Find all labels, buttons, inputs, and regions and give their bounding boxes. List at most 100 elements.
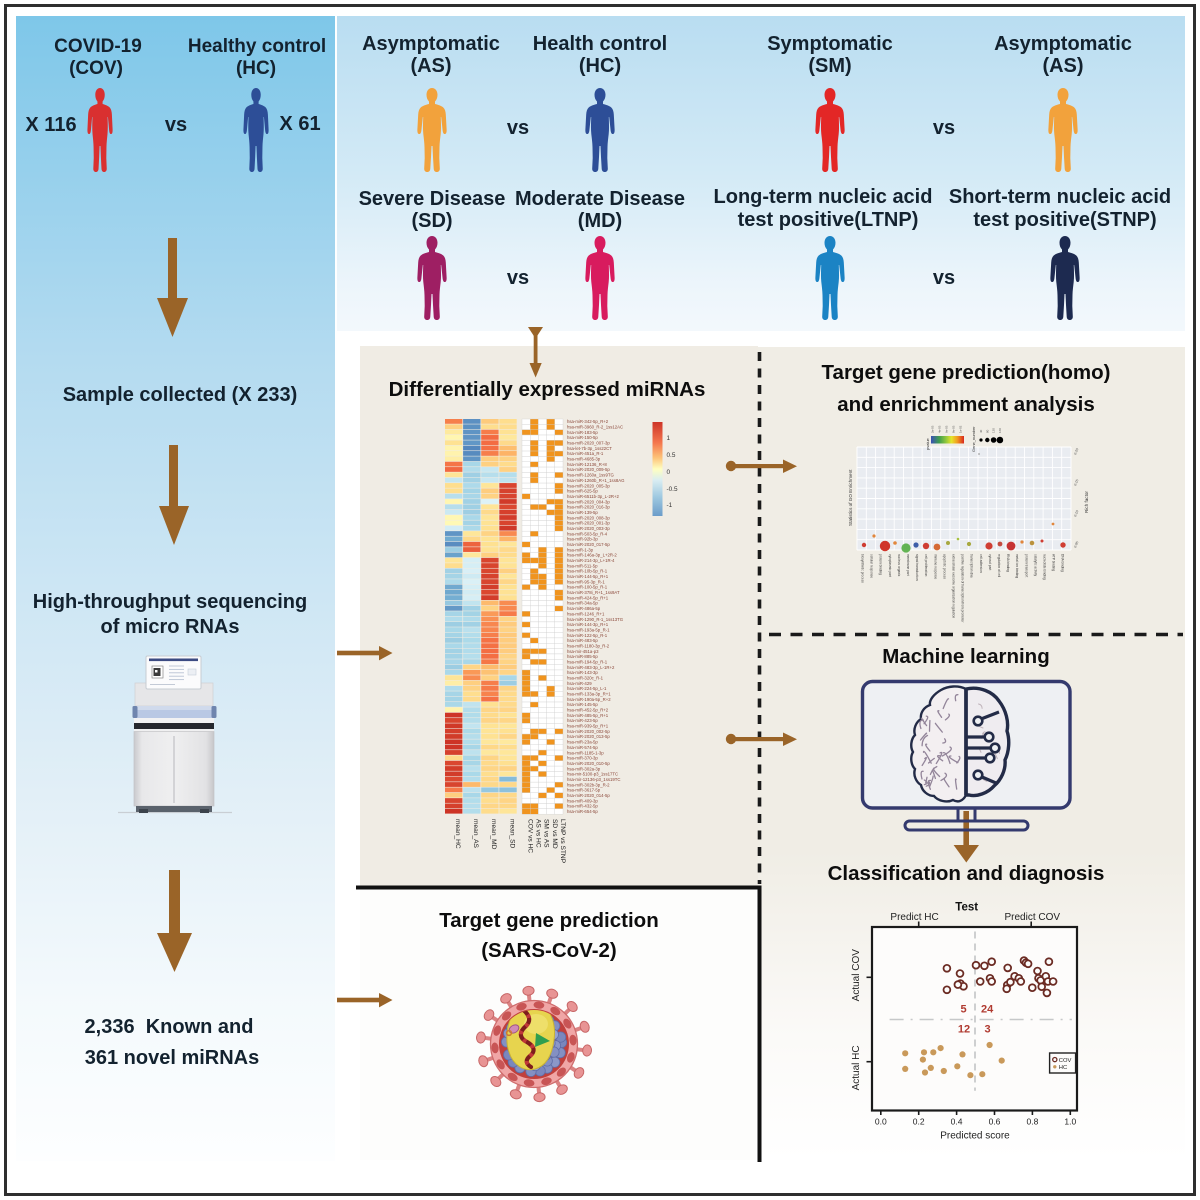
svg-text:Predicted score: Predicted score: [940, 1131, 1010, 1142]
svg-text:hsa-miR-4685-3p: hsa-miR-4685-3p: [567, 457, 601, 462]
svg-text:8e-03: 8e-03: [952, 425, 956, 433]
svg-text:hsa-miR-143-3p: hsa-miR-143-3p: [567, 670, 598, 675]
svg-text:hsa-miR-2020_007-3p: hsa-miR-2020_007-3p: [567, 441, 610, 446]
svg-text:nucleotide binding: nucleotide binding: [1043, 554, 1047, 580]
svg-text:SM vs AS: SM vs AS: [543, 819, 550, 848]
svg-text:hsa-miR-432-5p: hsa-miR-432-5p: [567, 804, 598, 809]
svg-text:COV vs HC: COV vs HC: [526, 819, 533, 853]
svg-text:hsa-miR-10b-5p_R-1: hsa-miR-10b-5p_R-1: [567, 569, 608, 574]
svg-text:cytoplasmic part: cytoplasmic part: [888, 554, 892, 577]
svg-text:(SARS-CoV-2): (SARS-CoV-2): [481, 939, 617, 962]
svg-text:test positive(STNP): test positive(STNP): [973, 209, 1156, 231]
svg-text:hsa-miR-378i_R+1_1ss9AT: hsa-miR-378i_R+1_1ss9AT: [567, 590, 620, 595]
svg-text:hsa-miR-2020_017-5p: hsa-miR-2020_017-5p: [567, 542, 610, 547]
svg-text:-0.5: -0.5: [667, 486, 678, 493]
svg-text:hsa-miR-424-5p_R+1: hsa-miR-424-5p_R+1: [567, 595, 609, 600]
svg-text:hsa-miR-100-5p_R-1: hsa-miR-100-5p_R-1: [567, 585, 608, 590]
svg-text:0.5: 0.5: [667, 452, 676, 459]
svg-text:AS vs HC: AS vs HC: [535, 819, 542, 848]
svg-text:hsa-miR-1-3p: hsa-miR-1-3p: [567, 547, 594, 552]
svg-text:Actual COV: Actual COV: [851, 949, 862, 1002]
svg-text:hsa-miR-183-5p: hsa-miR-183-5p: [567, 430, 598, 435]
svg-text:positive regulation of transcr: positive regulation of transcription fro…: [961, 554, 965, 623]
svg-text:hsa-miR-194-5p_R-1: hsa-miR-194-5p_R-1: [567, 659, 608, 664]
svg-text:2,336 Known and: 2,336 Known and: [85, 1016, 254, 1038]
svg-text:6e-03: 6e-03: [945, 425, 949, 433]
svg-text:hsa-miR-12136_R+8: hsa-miR-12136_R+8: [567, 462, 607, 467]
svg-text:hsa-miR-370-3p: hsa-miR-370-3p: [567, 756, 598, 761]
svg-text:vs: vs: [165, 114, 187, 136]
svg-text:hsa-miR-939-5p_R+1: hsa-miR-939-5p_R+1: [567, 724, 609, 729]
svg-text:membrane part: membrane part: [906, 554, 910, 576]
svg-text:hsa-mir-12136-p3_1ss19TC: hsa-mir-12136-p3_1ss19TC: [567, 777, 621, 782]
svg-text:hsa-miR-409-3p: hsa-miR-409-3p: [567, 798, 598, 803]
svg-text:vs: vs: [933, 267, 955, 289]
svg-text:hsa-miR-122-5p_R-1: hsa-miR-122-5p_R-1: [567, 633, 608, 638]
svg-text:Machine learning: Machine learning: [882, 645, 1049, 668]
svg-text:High-throughput sequencing: High-throughput sequencing: [33, 591, 307, 613]
svg-text:DNA binding: DNA binding: [1061, 554, 1065, 572]
svg-text:0.0: 0.0: [875, 1117, 887, 1127]
svg-text:Statistics of GO Enrichment: Statistics of GO Enrichment: [848, 469, 853, 526]
svg-text:cell proliferation: cell proliferation: [924, 554, 928, 577]
svg-text:hsa-miR-2020_008-3p: hsa-miR-2020_008-3p: [567, 515, 610, 520]
svg-text:0.6: 0.6: [989, 1117, 1001, 1127]
svg-text:COV: COV: [1059, 1058, 1072, 1064]
svg-text:regulation of cell: regulation of cell: [997, 554, 1001, 578]
svg-text:3: 3: [984, 1023, 990, 1035]
svg-text:vs: vs: [933, 117, 955, 139]
svg-text:catalytic activity: catalytic activity: [1033, 554, 1037, 577]
svg-text:hsa-miR-483-5p: hsa-miR-483-5p: [567, 638, 598, 643]
svg-text:Health control: Health control: [533, 33, 667, 55]
svg-text:(AS): (AS): [1042, 55, 1083, 77]
svg-text:hsa-miR-2020_013-5p: hsa-miR-2020_013-5p: [567, 734, 610, 739]
svg-text:(HC): (HC): [579, 55, 621, 77]
svg-text:0.15: 0.15: [1073, 479, 1079, 487]
svg-text:hsa-miR-2020_004-3p: hsa-miR-2020_004-3p: [567, 499, 610, 504]
svg-text:metal ion binding: metal ion binding: [1015, 554, 1019, 578]
svg-text:hsa-miR-34a-5p: hsa-miR-34a-5p: [567, 601, 598, 606]
svg-text:hsa-miR-144-5p_R+1: hsa-miR-144-5p_R+1: [567, 574, 609, 579]
svg-text:2e-03: 2e-03: [931, 425, 935, 433]
svg-text:vs: vs: [507, 117, 529, 139]
svg-text:cytosol part: cytosol part: [988, 554, 992, 570]
svg-text:SD vs MD: SD vs MD: [551, 819, 558, 849]
svg-text:hsa-miR-1260b_R+1_1ss8AG: hsa-miR-1260b_R+1_1ss8AG: [567, 478, 625, 483]
svg-text:(COV): (COV): [69, 58, 123, 79]
svg-text:0.2: 0.2: [913, 1117, 925, 1127]
svg-text:hsa-miR-92b-3p: hsa-miR-92b-3p: [567, 537, 598, 542]
svg-text:hsa-miR-2020_003-3p: hsa-miR-2020_003-3p: [567, 526, 610, 531]
svg-text:nucleus organiz: nucleus organiz: [897, 554, 901, 577]
svg-text:(SD): (SD): [411, 210, 452, 232]
svg-text:protein binding: protein binding: [879, 554, 883, 575]
svg-text:Target gene prediction(homo): Target gene prediction(homo): [822, 361, 1111, 384]
svg-text:Symptomatic: Symptomatic: [767, 33, 893, 55]
svg-text:hsa-miR-1246_R+1: hsa-miR-1246_R+1: [567, 611, 605, 616]
svg-text:hsa-miR-423-5p: hsa-miR-423-5p: [567, 718, 598, 723]
svg-text:hsa-miR-503-5p_R-4: hsa-miR-503-5p_R-4: [567, 531, 608, 536]
svg-text:hsa-miR-2020_005-3p: hsa-miR-2020_005-3p: [567, 483, 610, 488]
svg-text:immune response: immune response: [933, 554, 937, 580]
svg-text:X 116: X 116: [25, 114, 76, 136]
svg-text:hsa-miR-150-5p: hsa-miR-150-5p: [567, 435, 598, 440]
svg-text:hsa-miR-1180-3p_R-2: hsa-miR-1180-3p_R-2: [567, 643, 610, 648]
svg-text:hsa-miR-452-5p_R+2: hsa-miR-452-5p_R+2: [567, 708, 609, 713]
svg-text:of micro RNAs: of micro RNAs: [101, 616, 240, 638]
svg-text:cell adhesion: cell adhesion: [979, 554, 983, 573]
svg-text:Moderate Disease: Moderate Disease: [515, 188, 685, 210]
svg-text:160: 160: [998, 428, 1002, 433]
svg-text:Severe Disease: Severe Disease: [359, 188, 506, 210]
svg-text:hsa-mir-5100-p3_1ss17TC: hsa-mir-5100-p3_1ss17TC: [567, 772, 618, 777]
svg-text:0.8: 0.8: [1026, 1117, 1038, 1127]
svg-text:vs: vs: [507, 267, 529, 289]
svg-text:hsa-mir-451a-p3: hsa-mir-451a-p3: [567, 649, 599, 654]
svg-text:Target gene prediction: Target gene prediction: [439, 909, 658, 932]
svg-text:hsa-miR-146a-3p_L+2R-2: hsa-miR-146a-3p_L+2R-2: [567, 553, 617, 558]
svg-text:4e-03: 4e-03: [938, 425, 942, 433]
svg-text:hsa-miR-302a-3p: hsa-miR-302a-3p: [567, 766, 601, 771]
svg-text:test positive(LTNP): test positive(LTNP): [738, 209, 919, 231]
svg-text:hsa-miR-95-3p_R-1: hsa-miR-95-3p_R-1: [567, 579, 605, 584]
svg-text:apoptotic process: apoptotic process: [942, 554, 946, 579]
svg-text:0.4: 0.4: [951, 1117, 963, 1127]
svg-text:hsa-miR-342-5p_R+2: hsa-miR-342-5p_R+2: [567, 419, 609, 424]
